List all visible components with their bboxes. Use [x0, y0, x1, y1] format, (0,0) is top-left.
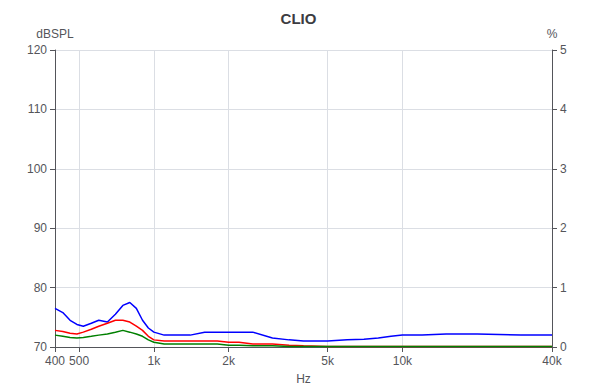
svg-text:Hz: Hz: [296, 372, 311, 386]
svg-text:1k: 1k: [148, 354, 162, 368]
svg-text:2k: 2k: [222, 354, 236, 368]
svg-text:%: %: [547, 27, 558, 41]
svg-text:5k: 5k: [321, 354, 335, 368]
svg-text:1: 1: [560, 281, 567, 295]
svg-text:3: 3: [560, 162, 567, 176]
svg-text:dBSPL: dBSPL: [36, 27, 74, 41]
svg-text:5: 5: [560, 43, 567, 57]
svg-text:0: 0: [560, 340, 567, 354]
svg-text:2: 2: [560, 221, 567, 235]
svg-text:400: 400: [45, 354, 65, 368]
svg-text:40k: 40k: [542, 354, 562, 368]
svg-text:10k: 10k: [393, 354, 413, 368]
svg-text:120: 120: [27, 43, 47, 57]
svg-text:CLIO: CLIO: [281, 10, 317, 27]
svg-text:100: 100: [27, 162, 47, 176]
svg-text:70: 70: [34, 340, 48, 354]
svg-text:110: 110: [28, 102, 47, 116]
svg-text:80: 80: [34, 281, 48, 295]
svg-text:90: 90: [34, 221, 48, 235]
svg-text:4: 4: [560, 102, 567, 116]
svg-text:500: 500: [69, 354, 89, 368]
